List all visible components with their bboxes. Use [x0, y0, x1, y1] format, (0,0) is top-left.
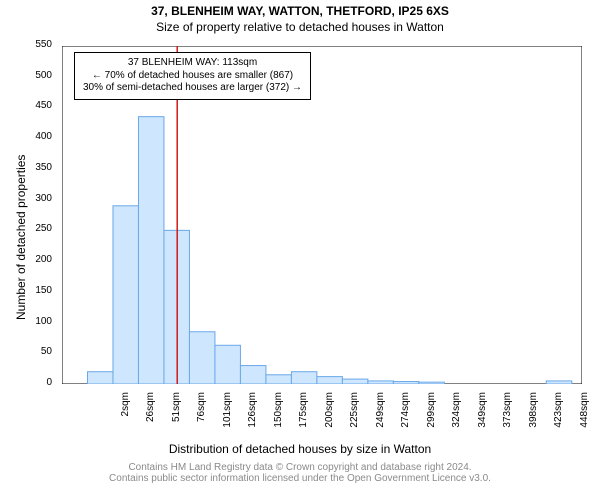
y-tick-label: 50 — [0, 346, 52, 357]
y-tick-label: 150 — [0, 285, 52, 296]
annotation-box: 37 BLENHEIM WAY: 113sqm ← 70% of detache… — [74, 52, 311, 100]
y-tick-label: 200 — [0, 254, 52, 265]
y-tick-label: 550 — [0, 39, 52, 50]
y-tick-label: 300 — [0, 193, 52, 204]
annotation-line2: ← 70% of detached houses are smaller (86… — [83, 70, 302, 83]
annotation-line1: 37 BLENHEIM WAY: 113sqm — [83, 57, 302, 70]
y-tick-label: 100 — [0, 316, 52, 327]
y-tick-label: 250 — [0, 223, 52, 234]
y-tick-label: 350 — [0, 162, 52, 173]
y-tick-label: 450 — [0, 100, 52, 111]
footer-attribution: Contains HM Land Registry data © Crown c… — [0, 462, 600, 484]
chart-title: 37, BLENHEIM WAY, WATTON, THETFORD, IP25… — [0, 0, 600, 18]
annotation-line3: 30% of semi-detached houses are larger (… — [83, 82, 302, 95]
y-tick-label: 400 — [0, 131, 52, 142]
x-axis-label: Distribution of detached houses by size … — [0, 442, 600, 456]
y-tick-label: 0 — [0, 377, 52, 388]
chart-subtitle: Size of property relative to detached ho… — [0, 18, 600, 34]
y-tick-label: 500 — [0, 70, 52, 81]
